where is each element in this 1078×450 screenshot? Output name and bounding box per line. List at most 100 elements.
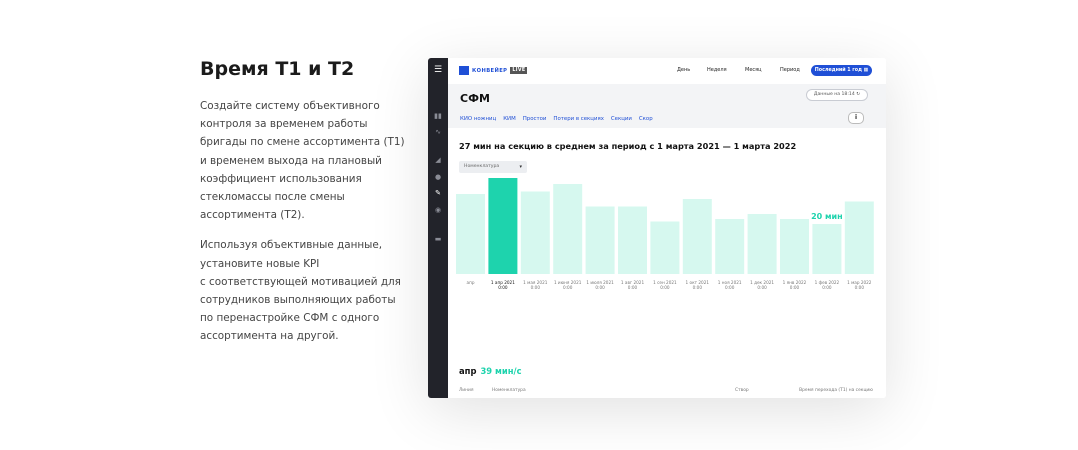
- nomenclature-dropdown[interactable]: Номенклатура ▾: [459, 161, 527, 173]
- period-last-year-button[interactable]: Последний 1 год ▦: [811, 65, 872, 76]
- page-header: СФМ Данные на 18:14 ↻ КИО ножниц КИМ Про…: [448, 84, 886, 128]
- promo-line: ассортимента на другой.: [200, 330, 339, 343]
- chart-bar[interactable]: [456, 194, 485, 274]
- top-bar: КОНВЕЙЕР LIVE День Неделя Месяц Период П…: [448, 58, 886, 85]
- page-title: СФМ: [460, 92, 490, 105]
- promo-heading: Время Т1 и Т2: [200, 58, 355, 80]
- promo-line: сотрудников выполняющих работы: [200, 294, 396, 307]
- chart-bar[interactable]: [715, 219, 745, 274]
- x-tick-label: 1 фев 2022: [815, 280, 840, 285]
- period-last-year-label: Последний 1 год: [814, 68, 862, 73]
- x-tick-time: 0:00: [790, 285, 800, 290]
- period-day-button[interactable]: День: [677, 67, 691, 73]
- logo-mark-icon: [459, 66, 469, 75]
- x-tick-label: 1 дек 2021: [750, 280, 774, 285]
- period-month-button[interactable]: Месяц: [745, 67, 762, 73]
- x-tick-label: 1 июля 2021: [586, 280, 614, 285]
- caret-down-icon: ▾: [519, 164, 522, 170]
- chart-bar[interactable]: [682, 199, 712, 274]
- logo-badge: LIVE: [510, 67, 528, 74]
- x-tick-time: 0:00: [757, 285, 767, 290]
- chart-bar[interactable]: [585, 206, 615, 275]
- x-tick-time: 0:00: [725, 285, 735, 290]
- period-week-button[interactable]: Неделя: [707, 67, 727, 73]
- chart-bar[interactable]: [553, 184, 583, 274]
- eye-icon[interactable]: ◉: [434, 206, 442, 214]
- x-tick-time: 0:00: [693, 285, 703, 290]
- info-button[interactable]: i: [848, 112, 864, 124]
- chart-bar[interactable]: [780, 219, 809, 274]
- promo-paragraph-1: Создайте систему объективного контроля за…: [200, 97, 410, 224]
- chart-bar[interactable]: [488, 178, 518, 274]
- sidebar-rail: ☰ ▮▮ ∿ ◢ ● ✎ ◉ ▬: [428, 58, 448, 398]
- tab-kio[interactable]: КИО ножниц: [460, 116, 497, 122]
- logo-text: КОНВЕЙЕР: [472, 67, 508, 74]
- promo-line: контроля за временем работы: [200, 118, 368, 131]
- column-stvor: Створ: [735, 388, 749, 393]
- refresh-icon: ↻: [856, 92, 861, 97]
- brush-icon[interactable]: ✎: [435, 189, 441, 197]
- chart-bar[interactable]: [650, 221, 680, 275]
- x-tick-label: 1 авг 2021: [621, 280, 645, 285]
- menu-icon[interactable]: ☰: [433, 65, 443, 75]
- chart-summary: 27 мин на секцию в среднем за период с 1…: [459, 141, 797, 151]
- tab-sections[interactable]: Секции: [610, 116, 632, 122]
- promo-line: Используя объективные данные,: [200, 239, 383, 252]
- data-timestamp-label: Данные на 18:14: [813, 92, 855, 97]
- drop-icon[interactable]: ●: [434, 173, 442, 181]
- app-window: ☰ ▮▮ ∿ ◢ ● ✎ ◉ ▬ КОНВЕЙЕР LIVE День Неде…: [428, 58, 886, 398]
- x-tick-time: 0:00: [595, 285, 605, 290]
- x-tick-time: 0:00: [855, 285, 865, 290]
- x-tick-label: апр: [467, 280, 475, 285]
- promo-block: Время Т1 и Т2 Создайте систему объективн…: [200, 58, 410, 358]
- tab-kim[interactable]: КИМ: [503, 116, 516, 122]
- bar-chart-icon[interactable]: ▮▮: [434, 112, 442, 120]
- chart-bar[interactable]: [520, 191, 550, 275]
- chart-bar[interactable]: [812, 224, 842, 274]
- promo-line: установите новые KPI: [200, 257, 320, 270]
- promo-line: по перенастройке СФМ с одного: [200, 312, 380, 325]
- promo-line: коэффициент использования: [200, 172, 362, 185]
- selected-period-value: 39 мин/с: [480, 366, 522, 376]
- trend-icon[interactable]: ∿: [435, 128, 441, 136]
- promo-line: и временем выхода на плановый: [200, 154, 382, 167]
- promo-line: Создайте систему объективного: [200, 100, 380, 112]
- tab-downtime[interactable]: Простои: [522, 116, 547, 122]
- column-transition-time: Время перехода (Т1) на секцию: [799, 388, 873, 393]
- chart-bar[interactable]: [844, 201, 874, 275]
- tab-speed[interactable]: Скор: [638, 116, 653, 122]
- x-tick-time: 0:00: [628, 285, 638, 290]
- x-tick-label: 1 окт 2021: [686, 280, 710, 285]
- promo-paragraph-2: Используя объективные данные, установите …: [200, 236, 410, 345]
- tab-section-losses[interactable]: Потери в секциях: [553, 116, 604, 122]
- promo-line: бригады по смене ассортимента (Т1): [200, 136, 405, 149]
- nomenclature-dropdown-label: Номенклатура: [464, 164, 500, 169]
- column-line: Линия: [459, 388, 474, 393]
- x-tick-time: 0:00: [563, 285, 573, 290]
- promo-line: стекломассы после смены: [200, 191, 345, 204]
- promo-line: с соответствующей мотивацией для: [200, 275, 401, 288]
- x-tick-label: 1 сен 2021: [653, 280, 677, 285]
- chart-bar[interactable]: [747, 214, 777, 274]
- calendar-icon: ▦: [863, 68, 869, 73]
- data-timestamp-chip[interactable]: Данные на 18:14 ↻: [806, 89, 868, 101]
- chart-bar[interactable]: [618, 206, 647, 275]
- x-tick-label: 1 мая 2021: [523, 280, 548, 285]
- logo[interactable]: КОНВЕЙЕР LIVE: [459, 66, 528, 75]
- period-custom-button[interactable]: Период: [780, 67, 800, 73]
- x-tick-time: 0:00: [498, 285, 508, 290]
- selected-period-summary: апр 39 мин/с: [459, 366, 522, 376]
- column-nomenclature: Номенклатура: [492, 388, 526, 393]
- x-tick-time: 0:00: [822, 285, 832, 290]
- selected-period-label: апр: [459, 366, 477, 376]
- x-tick-label: 1 янв 2022: [783, 280, 807, 285]
- x-tick-time: 0:00: [660, 285, 670, 290]
- x-tick-time: 0:00: [531, 285, 541, 290]
- x-tick-label: 1 ноя 2021: [718, 280, 742, 285]
- tabs: КИО ножниц КИМ Простои Потери в секциях …: [460, 116, 660, 122]
- x-tick-label: 1 июня 2021: [554, 280, 582, 285]
- keyboard-icon[interactable]: ▬: [434, 235, 442, 243]
- funnel-icon[interactable]: ◢: [435, 156, 441, 164]
- x-tick-label: 1 апр 2021: [491, 280, 515, 285]
